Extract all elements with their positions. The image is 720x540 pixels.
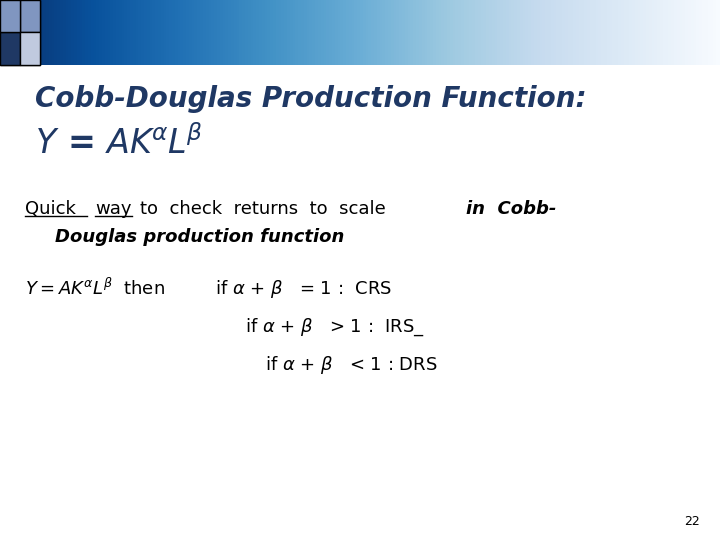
Text: to  check  returns  to  scale: to check returns to scale: [140, 200, 386, 218]
Text: Cobb-Douglas Production Function:: Cobb-Douglas Production Function:: [35, 85, 587, 113]
FancyBboxPatch shape: [0, 32, 20, 65]
Text: Quick: Quick: [25, 200, 76, 218]
FancyBboxPatch shape: [20, 32, 40, 65]
Text: in  Cobb-: in Cobb-: [466, 200, 557, 218]
Text: if $\alpha$ + $\beta$   > 1 :  IRS_: if $\alpha$ + $\beta$ > 1 : IRS_: [245, 316, 425, 338]
Text: if $\alpha$ + $\beta$   < 1 : DRS: if $\alpha$ + $\beta$ < 1 : DRS: [265, 354, 438, 376]
FancyBboxPatch shape: [0, 0, 40, 65]
Text: 22: 22: [684, 515, 700, 528]
Text: $Y = AK^{\alpha}L^{\beta}$  then: $Y = AK^{\alpha}L^{\beta}$ then: [25, 278, 165, 299]
Text: Douglas production function: Douglas production function: [55, 228, 344, 246]
FancyBboxPatch shape: [20, 0, 40, 32]
FancyBboxPatch shape: [0, 0, 20, 32]
Text: if $\alpha$ + $\beta$   = 1 :  CRS: if $\alpha$ + $\beta$ = 1 : CRS: [215, 278, 392, 300]
Text: $\mathit{Y}$ = $\mathit{AK}$$^{\mathit{\alpha}}$$\mathit{L}$$^{\mathit{\beta}}$: $\mathit{Y}$ = $\mathit{AK}$$^{\mathit{\…: [35, 125, 203, 160]
Text: way: way: [95, 200, 132, 218]
